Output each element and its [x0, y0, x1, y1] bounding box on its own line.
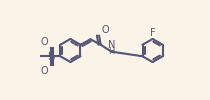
Text: S: S [47, 50, 55, 63]
Text: O: O [41, 66, 48, 76]
Text: O: O [41, 37, 48, 47]
Text: O: O [101, 25, 109, 35]
Text: H: H [108, 47, 115, 56]
Text: N: N [108, 40, 115, 50]
Text: F: F [150, 28, 155, 38]
